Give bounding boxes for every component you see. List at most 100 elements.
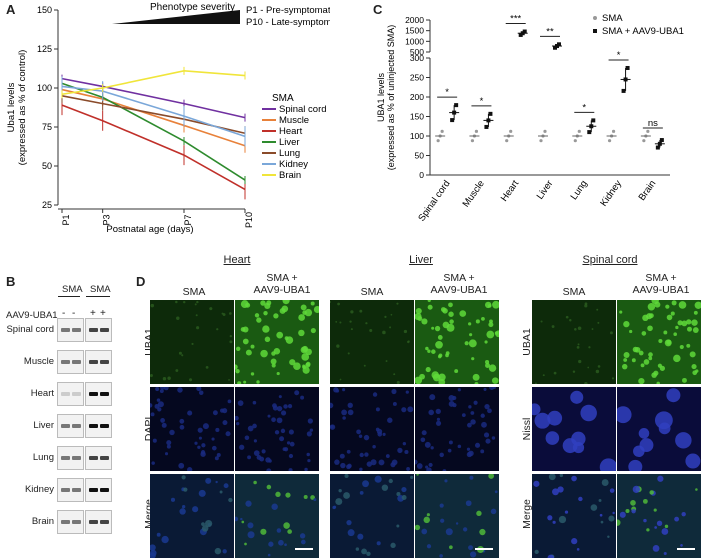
legend-marker-sma <box>593 16 597 20</box>
blot-band <box>89 488 98 492</box>
panel-letter-a: A <box>6 2 16 17</box>
blot-strip <box>85 510 112 534</box>
blot-band <box>89 456 98 460</box>
blot-band <box>100 360 109 364</box>
micrograph-tile <box>235 474 319 558</box>
y-axis-label-c: UBA1 levels(expressed as % of uninjected… <box>376 25 396 171</box>
point-aav <box>557 42 561 47</box>
blot-band <box>89 424 98 428</box>
blot-band <box>72 456 81 460</box>
micrograph-tile <box>617 300 701 384</box>
x-axis-label-a: Postnatal age (days) <box>106 224 193 235</box>
blot-tissue-label: Kidney <box>24 484 54 495</box>
point-aav <box>625 65 630 70</box>
point-sma <box>470 139 475 143</box>
y-tick-a: 25 <box>42 200 52 210</box>
legend-entry-a: Brain <box>279 170 301 181</box>
col-sma-cord: SMA <box>562 286 586 298</box>
x-tick-c: Heart <box>499 178 522 204</box>
micrograph-tile <box>330 387 414 471</box>
blot-strip <box>57 478 84 502</box>
y-tick-a: 75 <box>42 122 52 132</box>
point-sma <box>543 129 547 133</box>
sig-label: * <box>582 102 586 113</box>
blot-band <box>72 488 81 492</box>
phenotype-label: Phenotype severity <box>150 2 235 13</box>
blot-band <box>100 392 109 396</box>
series-line <box>61 104 246 191</box>
blot-group-2: SMA <box>90 284 111 295</box>
scale-bar <box>295 548 313 550</box>
series-line <box>61 88 246 147</box>
blot-strip <box>85 414 112 438</box>
blot-strip <box>57 446 84 470</box>
micrograph-tile <box>617 387 701 471</box>
point-sma <box>611 129 616 133</box>
y-tick-c: 500 <box>410 47 424 57</box>
severity-wedge <box>112 10 240 24</box>
point-sma <box>607 139 612 143</box>
micrograph-tile <box>415 300 499 384</box>
micrograph-tile <box>415 474 499 558</box>
micrograph-tile <box>532 387 616 471</box>
y-tick-c: 100 <box>410 131 424 141</box>
col-aav-liver: SMA + AAV9-UBA1 <box>430 272 488 296</box>
blot-band <box>61 392 70 396</box>
sig-label: *** <box>510 14 521 25</box>
x-tick-c: Kidney <box>598 178 624 208</box>
series-line <box>61 70 246 96</box>
blot-band <box>72 360 81 364</box>
blot-band <box>100 456 109 460</box>
sig-label: * <box>617 50 621 61</box>
x-tick-a: P1 <box>61 214 71 225</box>
micrograph-tile <box>150 300 234 384</box>
legend-aav: SMA + AAV9-UBA1 <box>602 26 684 37</box>
x-tick-c: Muscle <box>461 178 487 209</box>
sign-4: + <box>100 308 106 319</box>
point-aav <box>659 138 664 143</box>
micrograph-tile <box>532 300 616 384</box>
point-sma <box>646 129 650 133</box>
blot-strip <box>85 382 112 406</box>
sign-2: - <box>72 308 76 319</box>
sig-label: * <box>445 87 449 98</box>
y-tick-c: 50 <box>415 151 425 161</box>
sig-label: * <box>480 96 484 107</box>
title-liver: Liver <box>409 254 433 266</box>
y-tick-a: 100 <box>37 83 52 93</box>
blot-band <box>100 424 109 428</box>
x-tick-c: Liver <box>535 178 556 201</box>
legend-entry-a: Liver <box>279 137 300 148</box>
micrograph-tile <box>235 300 319 384</box>
blot-band <box>89 392 98 396</box>
y-tick-c: 300 <box>410 53 424 63</box>
micrograph-tile <box>150 387 234 471</box>
x-tick-c: Spinal cord <box>416 178 452 223</box>
micrograph-tile <box>330 474 414 558</box>
blot-band <box>72 520 81 524</box>
y-tick-c: 0 <box>419 170 424 180</box>
blot-band <box>61 360 70 364</box>
point-aav <box>488 111 493 116</box>
y-axis-label-a: Uba1 levels(expressed as % of control) <box>6 50 28 166</box>
blot-strip <box>85 350 112 374</box>
blot-strip <box>57 510 84 534</box>
legend-entry-a: Kidney <box>279 159 308 170</box>
blot-band <box>100 328 109 332</box>
y-tick-c: 150 <box>410 112 424 122</box>
blot-tissue-label: Muscle <box>23 356 54 367</box>
blot-band <box>89 520 98 524</box>
legend-entry-a: Muscle <box>279 115 309 126</box>
point-sma <box>642 139 646 143</box>
series-line <box>61 85 246 138</box>
sign-3: + <box>90 308 96 319</box>
blot-band <box>89 328 98 332</box>
col-aav-heart: SMA + AAV9-UBA1 <box>253 272 311 296</box>
x-tick-c: Lung <box>569 178 590 202</box>
blot-band <box>89 360 98 364</box>
point-aav <box>621 88 626 93</box>
legend-note-2: P10 - Late-symptomatic <box>246 17 330 28</box>
y-tick-a: 50 <box>42 161 52 171</box>
point-aav <box>454 103 459 108</box>
